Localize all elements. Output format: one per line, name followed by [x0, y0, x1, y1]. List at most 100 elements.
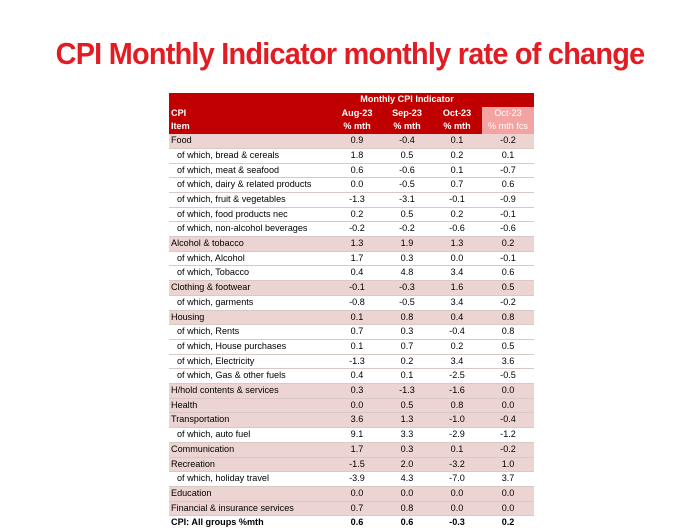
row-value-sep23: 0.3 — [382, 251, 432, 267]
table-row: of which, Gas & other fuels 0.4 0.1 -2.5 -0.… — [169, 368, 535, 385]
row-value-oct23: -1.6 — [432, 383, 483, 399]
row-value-aug23: 0.4 — [332, 368, 382, 385]
row-value-oct23: 0.7 — [432, 177, 483, 193]
table-row: of which, fruit & vegetables -1.3 -3.1 -0.1… — [169, 192, 535, 208]
row-label: of which, non-alcohol beverages — [169, 221, 332, 238]
row-value-oct23: -3.2 — [432, 457, 483, 473]
row-value-sep23: 4.8 — [382, 265, 432, 282]
row-value-aug23: 0.2 — [332, 207, 382, 223]
total-row: CPI: All groups %mth 0.6 0.6 -0.3 0.2 — [169, 515, 535, 530]
row-value-sep23: 0.3 — [382, 324, 432, 340]
row-label: Food — [169, 134, 332, 149]
row-label: of which, holiday travel — [169, 471, 332, 487]
row-label: Alcohol & tobacco — [169, 236, 332, 252]
table-row: of which, bread & cereals 1.8 0.5 0.2 0.1 — [169, 148, 535, 164]
header-row-1: CPI Aug-23 Sep-23 Oct-23 Oct-23 — [169, 106, 535, 121]
row-value-oct23-fcs: -0.6 — [482, 221, 535, 238]
row-value-aug23: 1.7 — [332, 442, 382, 458]
header-blank-cell — [482, 93, 535, 107]
row-value-aug23: 0.0 — [332, 177, 382, 193]
row-value-oct23: 0.2 — [432, 339, 483, 355]
row-label: of which, auto fuel — [169, 427, 332, 443]
row-value-oct23: 0.2 — [432, 148, 483, 164]
row-value-aug23: -0.1 — [332, 280, 382, 296]
row-value-sep23: -0.4 — [382, 134, 432, 149]
row-label: of which, Electricity — [169, 354, 332, 370]
group-header-row: Monthly CPI Indicator — [169, 93, 535, 107]
row-value-sep23: -0.6 — [382, 163, 432, 179]
row-value-oct23: 0.0 — [432, 251, 483, 267]
row-value-sep23: 0.5 — [382, 207, 432, 223]
table-row: of which, Electricity -1.3 0.2 3.4 3.6 — [169, 354, 535, 370]
page-title: CPI Monthly Indicator monthly rate of ch… — [55, 36, 646, 71]
row-value-aug23: 0.0 — [332, 398, 382, 414]
row-value-oct23-fcs: -0.2 — [482, 295, 535, 311]
row-value-oct23: -1.0 — [432, 412, 483, 429]
row-value-oct23: 1.3 — [432, 236, 483, 252]
table-row: H/hold contents & services 0.3 -1.3 -1.6 0.0 — [169, 383, 535, 399]
row-value-oct23-fcs: 0.0 — [482, 486, 535, 502]
row-value-sep23: 4.3 — [382, 471, 432, 487]
total-label: CPI: All groups %mth — [169, 515, 332, 530]
row-value-oct23: 3.4 — [432, 295, 483, 311]
header-row-2: Item % mth % mth % mth % mth fcs — [169, 120, 535, 135]
total-value-oct23-fcs: 0.2 — [482, 515, 535, 530]
row-value-aug23: 0.4 — [332, 265, 382, 282]
column-header-oct23: Oct-23 — [432, 106, 483, 121]
table-row: of which, Alcohol 1.7 0.3 0.0 -0.1 — [169, 251, 535, 267]
row-value-oct23: -2.5 — [432, 368, 483, 385]
table-row: of which, Tobacco 0.4 4.8 3.4 0.6 — [169, 265, 535, 282]
column-header-oct23-fcs: Oct-23 — [482, 106, 535, 121]
row-value-sep23: 0.5 — [382, 148, 432, 164]
row-value-oct23: 0.1 — [432, 163, 483, 179]
row-value-aug23: -1.5 — [332, 457, 382, 473]
row-value-oct23-fcs: 0.1 — [482, 148, 535, 164]
row-value-sep23: -0.3 — [382, 280, 432, 296]
row-value-aug23: -1.3 — [332, 192, 382, 208]
row-value-oct23: 0.8 — [432, 398, 483, 414]
table-row: of which, Rents 0.7 0.3 -0.4 0.8 — [169, 324, 535, 340]
row-label: Communication — [169, 442, 332, 458]
row-value-oct23-fcs: 0.2 — [482, 236, 535, 252]
row-label: of which, House purchases — [169, 339, 332, 355]
row-value-oct23-fcs: -0.1 — [482, 251, 535, 267]
table-row: Financial & insurance services 0.7 0.8 0.0 0… — [169, 501, 535, 517]
row-value-sep23: 0.8 — [382, 501, 432, 517]
table-row: Recreation -1.5 2.0 -3.2 1.0 — [169, 457, 535, 473]
row-value-sep23: 3.3 — [382, 427, 432, 443]
row-value-oct23-fcs: -0.5 — [482, 368, 535, 385]
table-row: Clothing & footwear -0.1 -0.3 1.6 0.5 — [169, 280, 535, 296]
row-value-aug23: 0.3 — [332, 383, 382, 399]
row-value-aug23: 0.6 — [332, 163, 382, 179]
row-value-sep23: 2.0 — [382, 457, 432, 473]
row-value-oct23: 0.2 — [432, 207, 483, 223]
row-value-aug23: -1.3 — [332, 354, 382, 370]
row-value-aug23: 9.1 — [332, 427, 382, 443]
row-value-oct23: 0.0 — [432, 486, 483, 502]
row-value-sep23: 0.7 — [382, 339, 432, 355]
row-value-sep23: 1.3 — [382, 412, 432, 429]
row-value-sep23: 0.2 — [382, 354, 432, 370]
row-value-oct23-fcs: -0.2 — [482, 442, 535, 458]
row-value-oct23: -0.4 — [432, 324, 483, 340]
row-value-aug23: -0.2 — [332, 221, 382, 238]
row-value-sep23: -0.5 — [382, 177, 432, 193]
column-header-aug23: Aug-23 — [332, 106, 382, 121]
row-label: Clothing & footwear — [169, 280, 332, 296]
table-row: Health 0.0 0.5 0.8 0.0 — [169, 398, 535, 414]
table-row: of which, dairy & related products 0.0 -0.… — [169, 177, 535, 193]
row-value-aug23: 3.6 — [332, 412, 382, 429]
row-label: of which, Gas & other fuels — [169, 368, 332, 385]
row-value-aug23: 0.0 — [332, 486, 382, 502]
column-unit-oct23: % mth — [432, 120, 483, 135]
row-value-oct23: 1.6 — [432, 280, 483, 296]
row-value-oct23: 0.1 — [432, 442, 483, 458]
row-value-oct23-fcs: -0.4 — [482, 412, 535, 429]
column-header-item: Item — [169, 120, 332, 135]
total-value-oct23: -0.3 — [432, 515, 483, 530]
row-value-oct23: -7.0 — [432, 471, 483, 487]
row-label: of which, Alcohol — [169, 251, 332, 267]
row-value-sep23: 0.8 — [382, 310, 432, 326]
row-label: Recreation — [169, 457, 332, 473]
row-value-oct23-fcs: 3.6 — [482, 354, 535, 370]
